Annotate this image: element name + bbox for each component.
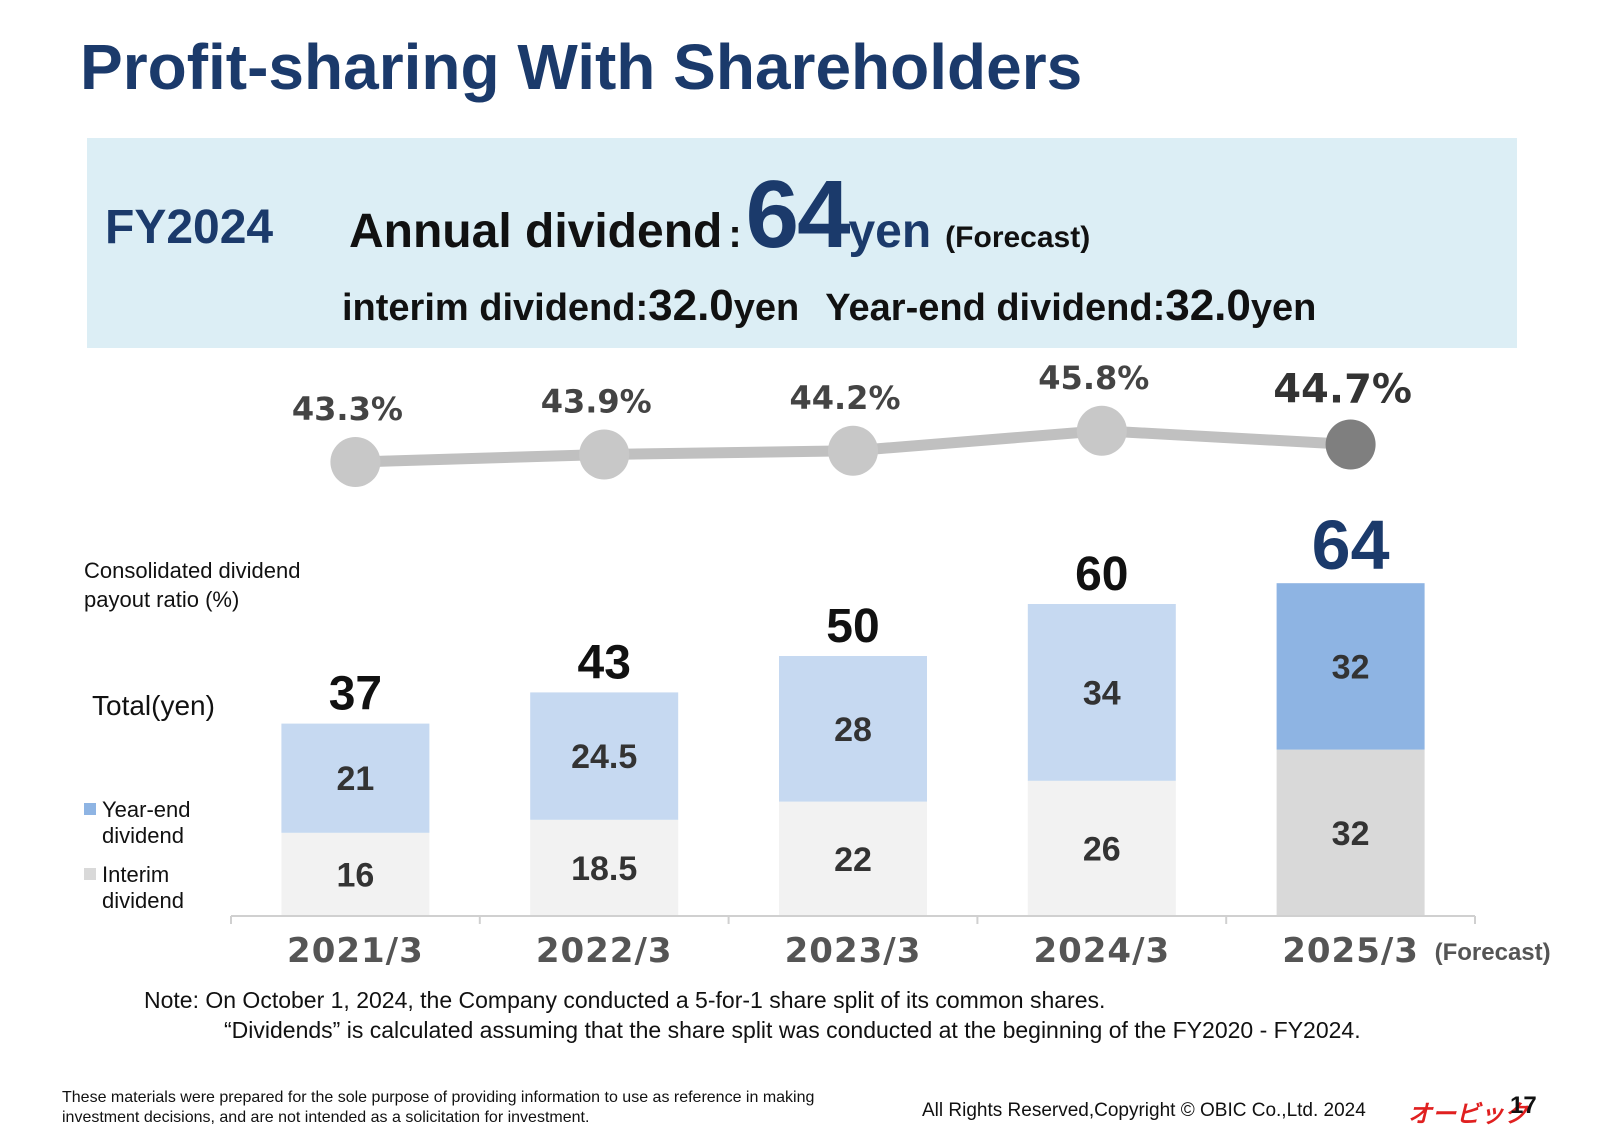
x-tick-label: 2024/3 [1033,931,1170,971]
yearend-value-label: 28 [834,711,872,749]
disclaimer-text: These materials were prepared for the so… [62,1089,815,1126]
interim-value-label: 16 [336,856,374,894]
yearend-dividend-amount: 32.0 [1165,281,1251,330]
total-yen-label: Total(yen) [92,690,215,721]
total-value-label: 50 [826,600,879,653]
yearend-value-label: 24.5 [571,738,637,776]
legend-interim-swatch [84,868,96,880]
interim-value-label: 18.5 [571,850,637,888]
dividend-split-line: interim dividend:32.0yen Year-end dividen… [342,281,1316,331]
yearend-bar-2025/3 [1276,583,1425,750]
annual-dividend-unit: yen [848,205,932,258]
interim-bar-2024/3 [1027,780,1176,916]
interim-bar-2021/3 [281,832,430,916]
payout-ratio-marker [330,437,381,487]
yearend-bar-2023/3 [779,656,927,802]
annual-dividend-label: Annual dividend [349,205,723,258]
share-split-note: Note: On October 1, 2024, the Company co… [144,985,1361,1045]
annual-dividend-line: Annual dividend:64yen (Forecast) [349,160,1090,270]
payout-ratio-axis-label: Consolidated dividend payout ratio (%) [84,558,301,612]
note-line-2: “Dividends” is calculated assuming that … [224,1017,1361,1043]
interim-bar-2022/3 [530,819,679,916]
x-tick-label: 2023/3 [785,931,922,971]
legend-interim-label: Interim dividend [102,862,184,913]
interim-dividend-unit: yen [733,287,800,329]
interim-dividend-amount: 32.0 [648,281,734,330]
fiscal-year-label: FY2024 [105,201,274,254]
annual-forecast-tag: (Forecast) [945,221,1091,254]
interim-value-label: 26 [1083,830,1121,868]
company-logo: オービック [1408,1101,1528,1128]
copyright-text: All Rights Reserved,Copyright © OBIC Co.… [922,1100,1366,1121]
note-line-1: Note: On October 1, 2024, the Company co… [144,987,1106,1013]
interim-bar-2023/3 [779,801,927,916]
yearend-bar-2024/3 [1027,604,1176,781]
total-value-label: 60 [1075,548,1128,601]
interim-value-label: 32 [1332,815,1370,853]
payout-ratio-label: 44.2% [789,379,900,417]
legend-yearend: Year-end dividend [84,797,212,849]
page-title: Profit-sharing With Shareholders [80,31,1083,103]
yearend-value-label: 34 [1083,674,1121,712]
payout-ratio-label: 43.9% [541,383,652,421]
x-tick-label: 2025/3 [1282,931,1419,971]
total-value-label: 64 [1312,506,1390,584]
payout-ratio-marker [828,425,878,476]
yearend-value-label: 32 [1332,648,1370,686]
interim-dividend-label: interim dividend [342,287,636,329]
yearend-dividend-label: Year-end dividend [825,287,1153,329]
x-forecast-tag: (Forecast) [1435,939,1551,966]
payout-ratio-label: 44.7% [1273,367,1412,413]
yearend-value-label: 21 [336,760,374,798]
legend-interim: Interim dividend [84,862,192,914]
interim-colon: : [635,287,649,329]
x-tick-label: 2022/3 [536,931,673,971]
yearend-bar-2021/3 [281,723,430,833]
yearend-colon: : [1152,287,1166,329]
legend-yearend-swatch [84,803,96,815]
interim-bar-2025/3 [1276,749,1425,916]
interim-value-label: 22 [834,841,872,879]
annual-dividend-amount: 64 [745,161,851,268]
page-number: 17 [1510,1092,1537,1119]
legend-yearend-label: Year-end dividend [102,797,191,848]
annual-colon: : [728,212,742,256]
payout-ratio-marker [1076,405,1127,456]
payout-ratio-label: 45.8% [1038,359,1149,397]
payout-ratio-marker [579,429,630,480]
payout-ratio-label: 43.3% [292,390,403,428]
x-tick-label: 2021/3 [287,931,424,971]
yearend-dividend-unit: yen [1250,287,1317,329]
total-value-label: 37 [329,668,382,721]
total-value-label: 43 [578,636,631,689]
yearend-bar-2022/3 [530,692,679,820]
payout-ratio-marker [1325,419,1376,470]
dividend-summary-box: FY2024 Annual dividend:64yen (Forecast) i… [87,138,1517,348]
